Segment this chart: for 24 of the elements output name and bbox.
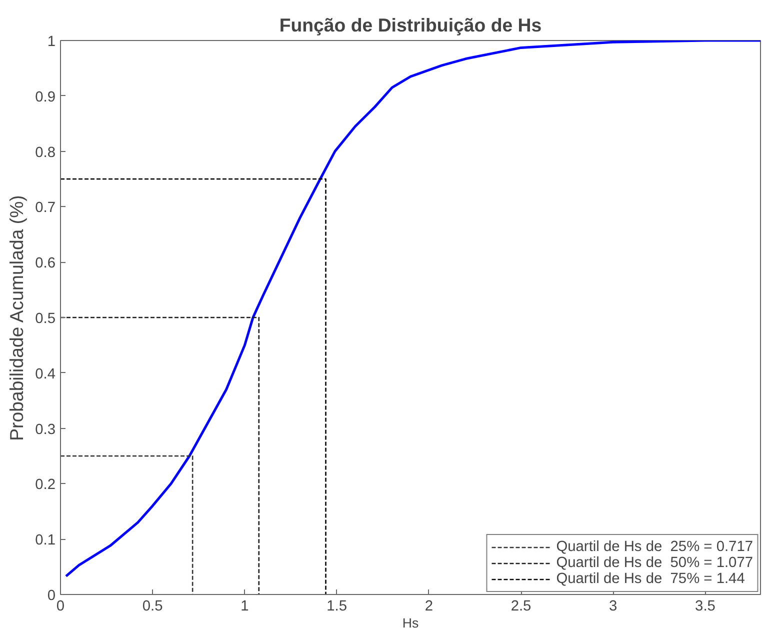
chart-title: Função de Distribuição de Hs (279, 14, 542, 36)
y-tick-label: 0.8 (35, 144, 56, 161)
y-tick-label: 0.9 (35, 89, 56, 106)
x-tick-label: 1.5 (326, 598, 348, 614)
legend-label: Quartil de Hs de 50% = 1.077 (556, 555, 753, 571)
y-tick-label: 0.6 (35, 256, 56, 272)
y-tick-label: 0.3 (35, 422, 56, 438)
y-axis-title: Probabilidade Acumulada (%) (6, 195, 28, 441)
x-tick-label: 2.5 (510, 598, 532, 614)
y-tick-label: 0 (47, 588, 56, 604)
x-tick-label: 3.5 (695, 598, 716, 614)
y-tick-label: 0.4 (35, 366, 56, 382)
x-tick-label: 1 (240, 598, 249, 614)
y-tick-label: 1 (47, 34, 56, 50)
y-tick-label: 0.7 (35, 200, 56, 216)
legend-label: Quartil de Hs de 75% = 1.44 (556, 571, 745, 587)
x-axis-title: Hs (402, 616, 419, 630)
y-tick-label: 0.2 (35, 477, 56, 494)
x-tick-label: 3 (609, 598, 618, 614)
x-tick-label: 0.5 (142, 598, 163, 614)
y-tick-label: 0.1 (35, 532, 56, 549)
x-tick-label: 2 (424, 598, 433, 614)
y-tick-label: 0.5 (35, 311, 56, 327)
legend-label: Quartil de Hs de 25% = 0.717 (556, 539, 753, 555)
